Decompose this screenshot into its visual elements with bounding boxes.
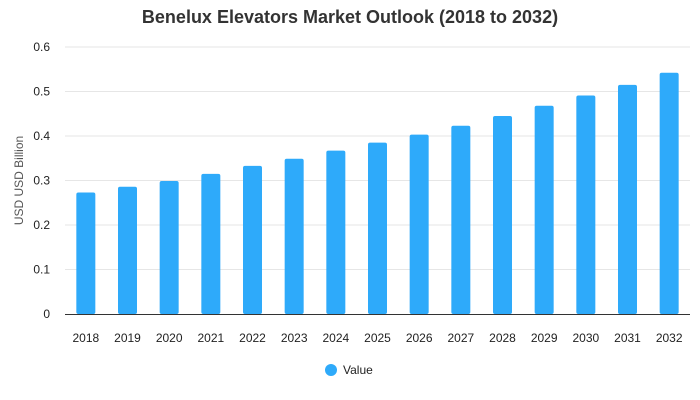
y-tick-label: 0.1: [33, 263, 50, 277]
x-tick-label: 2026: [406, 331, 433, 345]
y-tick-label: 0.3: [33, 174, 50, 188]
bar-2032[interactable]: [659, 72, 679, 314]
bar-2018[interactable]: [76, 192, 96, 314]
x-tick-label: 2020: [156, 331, 183, 345]
y-tick-label: 0.2: [33, 218, 50, 232]
x-tick-label: 2023: [281, 331, 308, 345]
bar-2026[interactable]: [409, 134, 429, 314]
bar-2027[interactable]: [451, 125, 471, 314]
y-tick-label: 0.6: [33, 40, 50, 54]
bar-2030[interactable]: [576, 95, 596, 314]
bar-2028[interactable]: [493, 115, 512, 314]
x-tick-label: 2031: [614, 331, 641, 345]
bar-2023[interactable]: [284, 158, 304, 314]
bar-2024[interactable]: [326, 150, 346, 314]
x-tick-label: 2030: [572, 331, 599, 345]
x-tick-label: 2021: [197, 331, 224, 345]
x-tick-label: 2019: [114, 331, 141, 345]
y-tick-label: 0.5: [33, 85, 50, 99]
legend-label: Value: [343, 363, 373, 377]
x-tick-label: 2027: [447, 331, 474, 345]
bar-2025[interactable]: [368, 142, 387, 314]
y-tick-label: 0: [43, 307, 50, 321]
bar-2022[interactable]: [243, 165, 262, 314]
x-tick-label: 2022: [239, 331, 266, 345]
x-tick-label: 2018: [72, 331, 99, 345]
x-tick-label: 2024: [322, 331, 349, 345]
chart-title: Benelux Elevators Market Outlook (2018 t…: [141, 7, 559, 27]
bar-2029[interactable]: [534, 105, 554, 315]
x-tick-label: 2029: [531, 331, 558, 345]
legend[interactable]: Value: [325, 363, 373, 377]
bar-2021[interactable]: [201, 173, 221, 314]
y-tick-label: 0.4: [33, 129, 50, 143]
y-axis-title: USD USD Billion: [12, 136, 26, 225]
bar-2020[interactable]: [159, 180, 179, 314]
x-tick-label: 2028: [489, 331, 516, 345]
x-tick-label: 2032: [656, 331, 683, 345]
x-tick-label: 2025: [364, 331, 391, 345]
legend-marker: [325, 364, 337, 376]
bar-2019[interactable]: [118, 186, 137, 314]
bar-2031[interactable]: [618, 84, 637, 314]
